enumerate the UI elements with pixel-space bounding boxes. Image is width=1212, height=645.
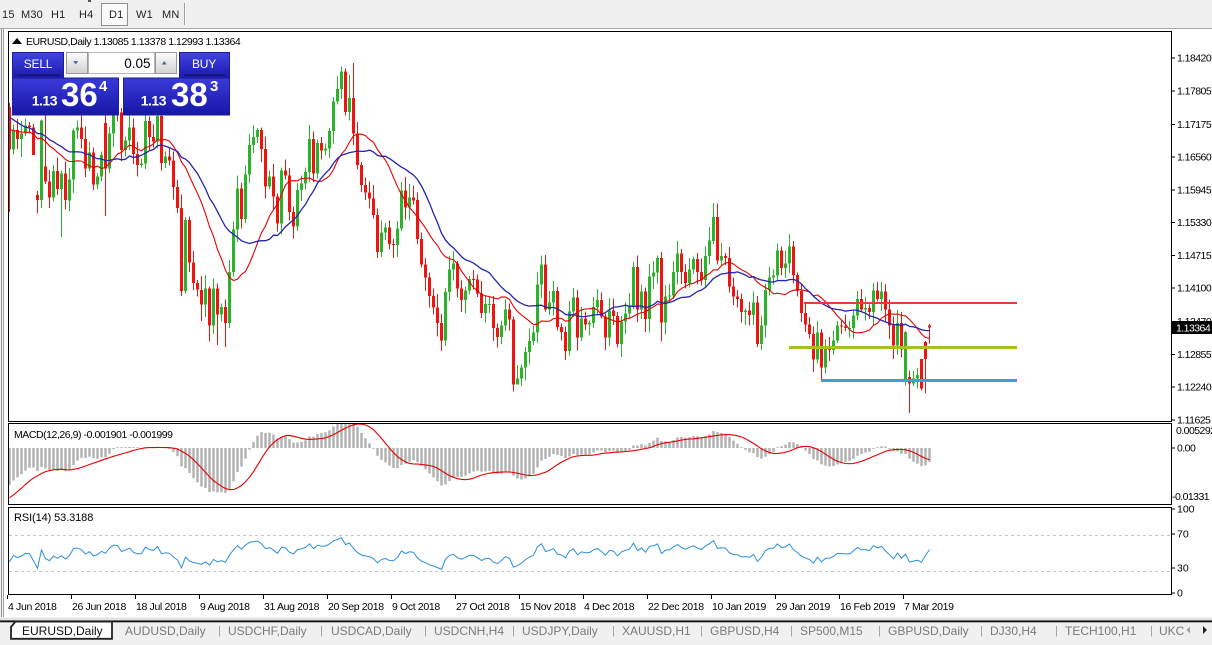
svg-text:16 Feb 2019: 16 Feb 2019	[840, 601, 896, 613]
svg-text:RSI(14) 53.3188: RSI(14) 53.3188	[14, 512, 93, 524]
svg-text:1.12240: 1.12240	[1177, 382, 1212, 394]
svg-text:0.05: 0.05	[124, 56, 150, 71]
svg-text:0: 0	[1177, 588, 1183, 600]
svg-text:|: |	[1150, 625, 1153, 637]
svg-text:AUDUSD,Daily: AUDUSD,Daily	[125, 624, 206, 638]
svg-text:1.18420: 1.18420	[1177, 53, 1212, 65]
svg-text:15 Nov 2018: 15 Nov 2018	[520, 601, 576, 613]
svg-text:1.17805: 1.17805	[1177, 85, 1212, 97]
svg-text:4 Dec 2018: 4 Dec 2018	[584, 601, 635, 613]
svg-text:BUY: BUY	[192, 57, 216, 71]
svg-text:TECH100,H1: TECH100,H1	[1065, 624, 1137, 638]
svg-text:1.14715: 1.14715	[1177, 250, 1212, 262]
svg-text:EURUSD,Daily: EURUSD,Daily	[22, 624, 103, 638]
svg-text:29 Jan 2019: 29 Jan 2019	[776, 601, 830, 613]
svg-text:|: |	[512, 625, 515, 637]
svg-text:1.15330: 1.15330	[1177, 217, 1212, 229]
svg-text:4: 4	[99, 78, 108, 95]
svg-text:|: |	[878, 625, 881, 637]
svg-text:USDCHF,Daily: USDCHF,Daily	[228, 624, 307, 638]
svg-text:1.15945: 1.15945	[1177, 184, 1212, 196]
svg-text:USDCAD,Daily: USDCAD,Daily	[331, 624, 412, 638]
svg-text:10 Jan 2019: 10 Jan 2019	[712, 601, 766, 613]
svg-text:GBPUSD,H4: GBPUSD,H4	[710, 624, 780, 638]
svg-text:DJ30,H4: DJ30,H4	[990, 624, 1037, 638]
svg-text:7 Mar 2019: 7 Mar 2019	[904, 601, 954, 613]
svg-text:SP500,M15: SP500,M15	[800, 624, 863, 638]
svg-text:36: 36	[61, 76, 98, 113]
svg-text:9 Aug 2018: 9 Aug 2018	[200, 601, 250, 613]
svg-text:1.13: 1.13	[32, 93, 58, 109]
svg-text:|: |	[790, 625, 793, 637]
svg-text:1.14100: 1.14100	[1177, 283, 1212, 295]
svg-text:15: 15	[2, 9, 15, 21]
svg-text:|: |	[320, 625, 323, 637]
svg-text:|: |	[424, 625, 427, 637]
svg-text:4 Jun 2018: 4 Jun 2018	[8, 601, 57, 613]
svg-text:1.13364: 1.13364	[1176, 323, 1211, 335]
svg-text:D1: D1	[109, 9, 123, 21]
svg-text:|: |	[980, 625, 983, 637]
svg-text:1.11625: 1.11625	[1177, 415, 1211, 427]
svg-text:0.00: 0.00	[1177, 443, 1196, 455]
svg-text:MN: MN	[162, 9, 180, 21]
svg-text:|: |	[218, 625, 221, 637]
svg-text:1.12855: 1.12855	[1177, 349, 1212, 361]
svg-text:H4: H4	[79, 9, 93, 21]
svg-text:22 Dec 2018: 22 Dec 2018	[648, 601, 704, 613]
svg-text:27 Oct 2018: 27 Oct 2018	[456, 601, 510, 613]
svg-text:|: |	[612, 625, 615, 637]
svg-text:H1: H1	[51, 9, 65, 21]
svg-text:26 Jun 2018: 26 Jun 2018	[72, 601, 126, 613]
svg-text:3: 3	[210, 78, 218, 95]
svg-text:31 Aug 2018: 31 Aug 2018	[264, 601, 320, 613]
svg-text:20 Sep 2018: 20 Sep 2018	[328, 601, 384, 613]
svg-text:-0.01331: -0.01331	[1172, 491, 1210, 503]
svg-text:EURUSD,Daily 1.13085 1.13378: EURUSD,Daily 1.13085 1.13378 1.12993 1.1…	[26, 36, 241, 48]
svg-text:9 Oct 2018: 9 Oct 2018	[392, 601, 440, 613]
svg-text:|: |	[1055, 625, 1058, 637]
svg-text:38: 38	[171, 76, 208, 113]
svg-text:18 Jul 2018: 18 Jul 2018	[136, 601, 187, 613]
svg-text:W1: W1	[136, 9, 153, 21]
svg-text:USDJPY,Daily: USDJPY,Daily	[522, 624, 598, 638]
svg-text:GBPUSD,Daily: GBPUSD,Daily	[888, 624, 969, 638]
svg-text:UKC: UKC	[1159, 624, 1185, 638]
svg-text:MACD(12,26,9) -0.001901 -0.001: MACD(12,26,9) -0.001901 -0.001999	[14, 429, 173, 441]
svg-text:1.13: 1.13	[141, 93, 167, 109]
svg-text:0.005292: 0.005292	[1176, 425, 1212, 437]
svg-text:30: 30	[1177, 562, 1189, 574]
svg-text:USDCNH,H4: USDCNH,H4	[434, 624, 504, 638]
svg-text:SELL: SELL	[24, 57, 53, 71]
svg-text:100: 100	[1177, 504, 1195, 516]
svg-text:|: |	[700, 625, 703, 637]
svg-text:1.17175: 1.17175	[1177, 119, 1212, 131]
svg-text:M30: M30	[21, 9, 43, 21]
svg-text:70: 70	[1177, 529, 1189, 541]
svg-text:XAUUSD,H1: XAUUSD,H1	[622, 624, 691, 638]
svg-text:1.16560: 1.16560	[1177, 152, 1212, 164]
